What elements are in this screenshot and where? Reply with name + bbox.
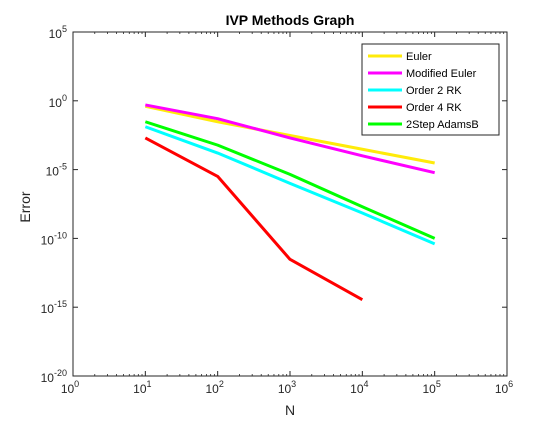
y-axis-label: Error	[17, 191, 33, 222]
y-tick-label: 10-20	[41, 368, 67, 385]
legend-label: 2Step AdamsB	[406, 119, 479, 131]
legend-label: Order 2 RK	[406, 85, 462, 97]
y-tick-label-exp: 0	[62, 93, 67, 103]
x-tick-label-exp: 4	[364, 379, 369, 389]
x-tick-label-base: 10	[133, 382, 147, 396]
y-tick-label-exp: 5	[62, 24, 67, 34]
y-tick-label-exp: -20	[54, 368, 67, 378]
y-tick-label-exp: -5	[59, 162, 67, 172]
legend-label: Euler	[406, 51, 432, 63]
x-tick-label: 102	[205, 379, 223, 396]
x-tick-label-base: 10	[278, 382, 292, 396]
x-tick-label-base: 10	[495, 382, 509, 396]
y-tick-label-exp: -15	[54, 299, 67, 309]
y-tick-label: 10-5	[46, 162, 67, 179]
y-tick-label: 10-15	[41, 299, 67, 316]
y-tick-label-exp: -10	[54, 230, 67, 240]
plot-area: 100 101 102 103 104 105 10610-2010-1510-1010-5…	[41, 24, 514, 396]
x-tick-label-base: 10	[61, 382, 75, 396]
x-tick-label-base: 10	[205, 382, 219, 396]
x-tick-label-exp: 3	[291, 379, 296, 389]
x-tick-label-exp: 5	[436, 379, 441, 389]
x-tick-label: 104	[350, 379, 368, 396]
x-tick-label-exp: 1	[147, 379, 152, 389]
y-tick-label-base: 10	[46, 165, 60, 179]
x-tick-label: 101	[133, 379, 151, 396]
y-tick-label-base: 10	[41, 371, 55, 385]
legend: Euler Modified Euler Order 2 RK Order 4 RK 2…	[361, 43, 500, 136]
series-line-4	[144, 136, 364, 302]
x-tick-label: 105	[422, 379, 440, 396]
y-tick-label: 100	[49, 93, 67, 110]
legend-label: Order 4 RK	[406, 102, 462, 114]
y-tick-label: 10-10	[41, 230, 67, 247]
series-line-5	[144, 120, 436, 240]
y-tick-label-base: 10	[41, 302, 55, 316]
x-tick-label-base: 10	[350, 382, 364, 396]
y-tick-label: 105	[49, 24, 67, 41]
y-tick-label-base: 10	[49, 27, 63, 41]
series-line-3	[144, 125, 436, 246]
series-line-2	[145, 103, 436, 175]
x-tick-label-base: 10	[422, 382, 436, 396]
y-tick-label-base: 10	[41, 233, 55, 247]
x-tick-label: 103	[278, 379, 296, 396]
x-tick-label: 106	[495, 379, 513, 396]
x-tick-label-exp: 6	[508, 379, 513, 389]
x-tick-label-exp: 0	[74, 379, 79, 389]
x-tick-label: 100	[61, 379, 79, 396]
series-line-1	[145, 104, 435, 165]
legend-label: Modified Euler	[406, 68, 477, 80]
chart-title: IVP Methods Graph	[226, 12, 355, 28]
y-tick-label-base: 10	[49, 96, 63, 110]
x-axis-label: N	[285, 402, 295, 418]
x-tick-label-exp: 2	[219, 379, 224, 389]
